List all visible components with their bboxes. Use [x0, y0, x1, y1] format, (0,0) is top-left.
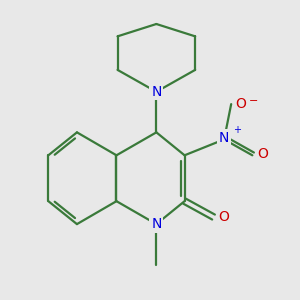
Text: +: +: [233, 124, 242, 134]
Text: O: O: [257, 146, 268, 161]
Text: O: O: [219, 210, 230, 224]
Text: N: N: [151, 217, 161, 231]
Text: −: −: [248, 96, 258, 106]
Text: N: N: [219, 130, 229, 145]
Text: O: O: [236, 97, 247, 111]
Text: N: N: [151, 85, 161, 99]
